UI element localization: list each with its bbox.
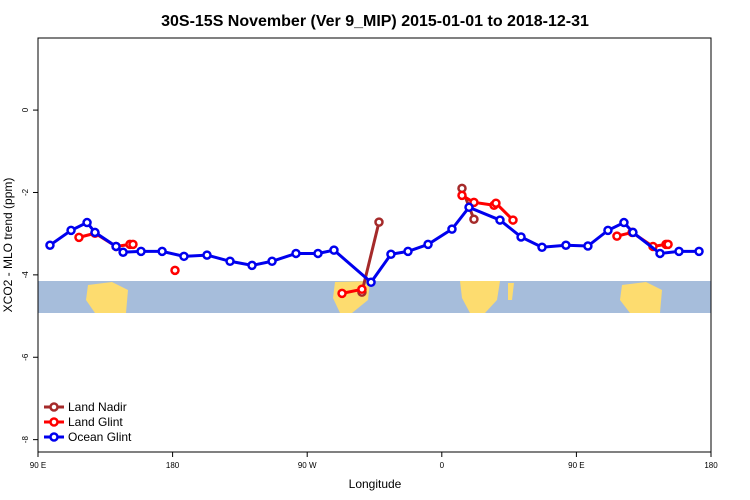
legend-label: Land Glint: [68, 415, 123, 429]
point: [508, 215, 518, 225]
point: [157, 246, 167, 257]
y-tick-label: 0: [21, 107, 30, 112]
y-tick-label: -2: [21, 188, 30, 196]
point: [516, 232, 526, 242]
x-axis-label: Longitude: [349, 477, 402, 491]
point: [128, 239, 138, 250]
point: [655, 248, 665, 259]
point: [179, 251, 189, 262]
x-tick-label: 0: [440, 461, 445, 470]
legend-marker: [49, 402, 59, 412]
point: [313, 248, 323, 259]
point: [267, 256, 277, 267]
point: [202, 250, 212, 260]
legend-label: Ocean Glint: [68, 430, 132, 444]
point: [225, 256, 235, 267]
legend-marker: [49, 417, 59, 427]
point: [357, 284, 367, 295]
point: [329, 245, 339, 255]
point: [386, 249, 396, 260]
y-axis-label: XCO2 - MLO trend (ppm): [1, 178, 15, 313]
point: [491, 198, 501, 208]
point: [447, 224, 457, 234]
point: [537, 242, 547, 253]
point: [74, 232, 84, 243]
point: [291, 248, 301, 259]
point: [337, 288, 347, 299]
legend-label: Land Nadir: [68, 400, 127, 414]
point: [663, 239, 673, 250]
point: [469, 214, 479, 225]
point: [90, 227, 100, 238]
map-strip: [38, 281, 711, 313]
point: [247, 260, 257, 271]
point: [111, 241, 121, 252]
point: [612, 231, 622, 241]
point: [45, 240, 55, 250]
point: [82, 217, 92, 228]
x-tick-label: 90 W: [298, 461, 317, 470]
point: [457, 190, 467, 201]
point: [170, 265, 180, 276]
y-tick-label: -8: [21, 436, 30, 444]
x-tick-label: 90 E: [568, 461, 584, 470]
x-tick-label: 90 E: [30, 461, 46, 470]
point: [674, 246, 684, 257]
point: [423, 239, 433, 250]
point: [136, 246, 146, 257]
point: [403, 246, 413, 257]
point: [583, 241, 593, 251]
y-tick-label: -6: [21, 353, 30, 361]
x-tick-label: 180: [166, 461, 180, 470]
plot-frame: [37, 37, 712, 453]
y-tick-label: -4: [21, 271, 30, 279]
point: [628, 227, 638, 238]
point: [495, 215, 505, 225]
chart-title: 30S-15S November (Ver 9_MIP) 2015-01-01 …: [161, 13, 589, 30]
point: [561, 240, 571, 250]
x-tick-label: 180: [704, 461, 718, 470]
point: [374, 217, 384, 227]
point: [619, 217, 629, 228]
series-line: [360, 187, 476, 293]
point: [694, 246, 704, 257]
point: [118, 247, 128, 257]
point: [464, 202, 474, 213]
point: [603, 225, 613, 236]
point: [366, 277, 376, 288]
point: [66, 225, 76, 236]
legend-marker: [49, 432, 59, 442]
